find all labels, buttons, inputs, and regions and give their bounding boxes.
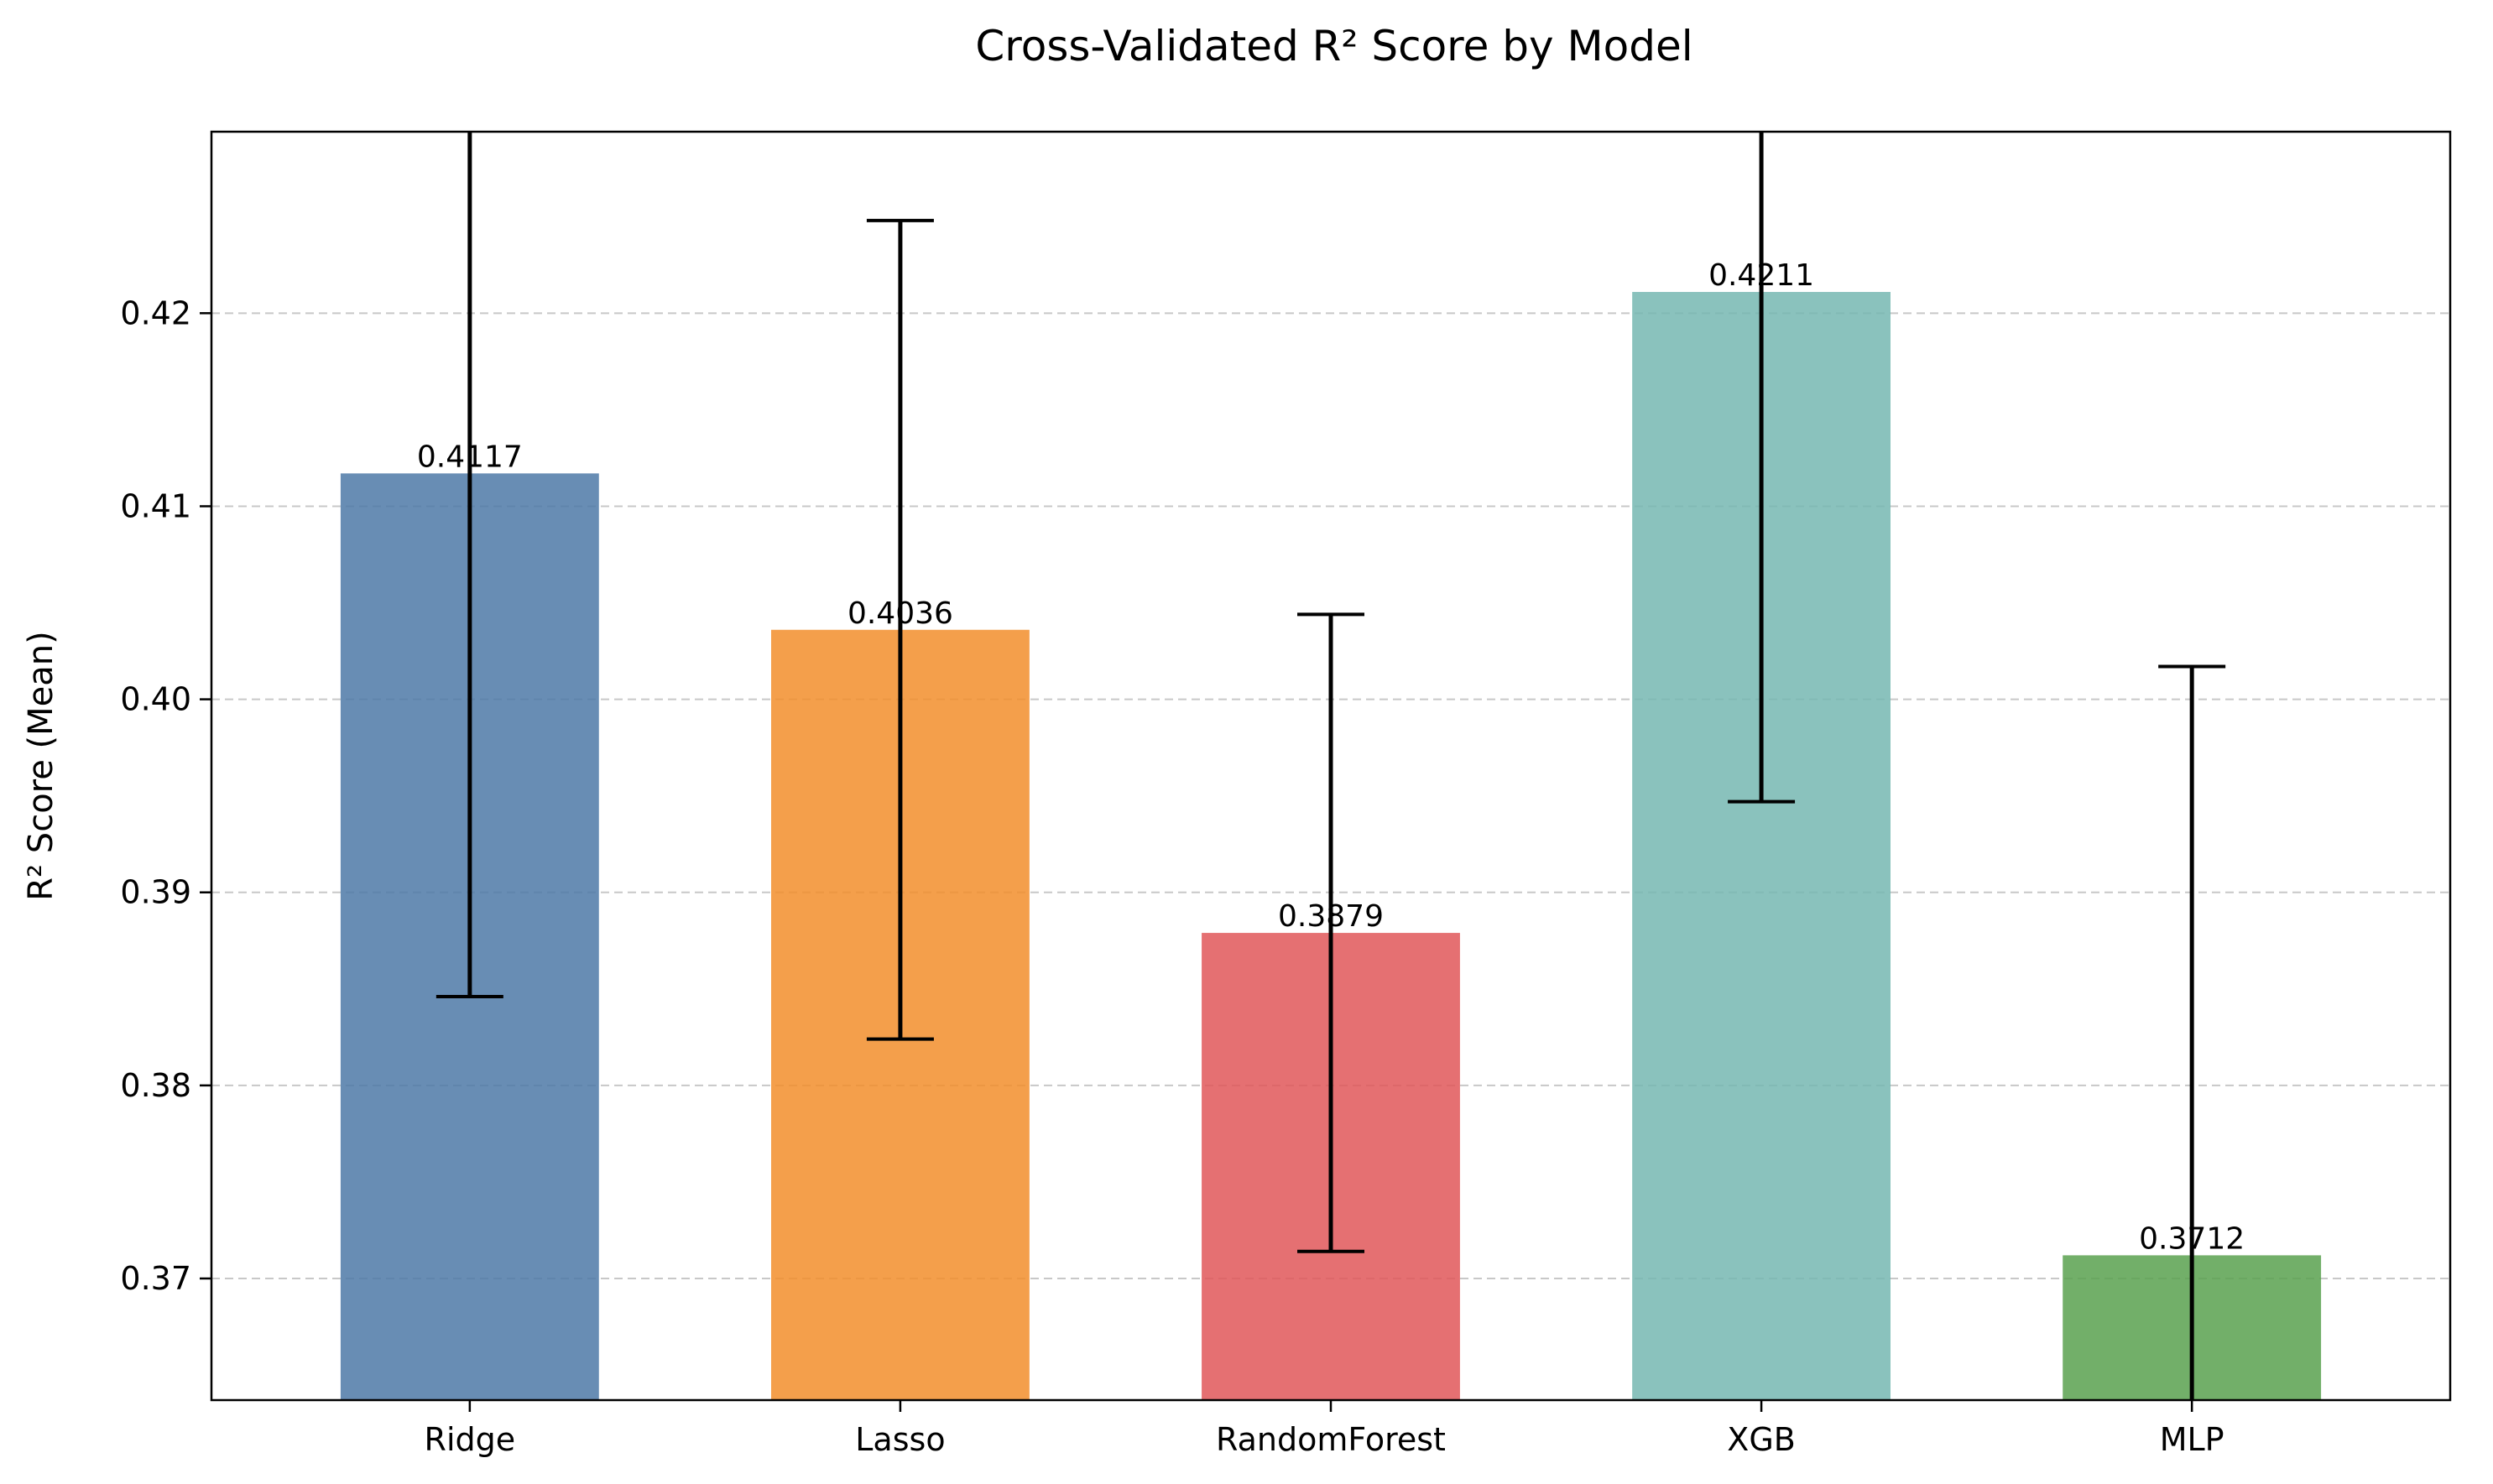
y-tick-label: 0.41: [120, 487, 191, 524]
x-tick-label: MLP: [2160, 1421, 2224, 1458]
y-tick-label: 0.42: [120, 294, 191, 331]
data-label: 0.4036: [848, 596, 953, 631]
y-axis: 0.37 0.38 0.39 0.40 0.41 0.42: [120, 294, 211, 1297]
x-tick-label: Ridge: [425, 1421, 516, 1458]
y-tick-label: 0.37: [120, 1260, 191, 1297]
x-tick-label: RandomForest: [1216, 1421, 1446, 1458]
y-tick-label: 0.39: [120, 874, 191, 911]
data-labels: 0.4117 0.4036 0.3879 0.4211 0.3712: [417, 258, 2245, 1256]
data-label: 0.3879: [1278, 899, 1384, 934]
x-axis: Ridge Lasso RandomForest XGB MLP: [425, 1400, 2224, 1458]
bars: [340, 292, 2322, 1401]
y-tick-label: 0.38: [120, 1067, 191, 1104]
error-bars: [435, 132, 2226, 1400]
data-label: 0.3712: [2139, 1221, 2245, 1256]
x-tick-label: Lasso: [855, 1421, 945, 1458]
x-tick-label: XGB: [1727, 1421, 1796, 1458]
chart-title: Cross-Validated R² Score by Model: [975, 22, 1692, 70]
y-tick-label: 0.40: [120, 681, 191, 718]
data-label: 0.4211: [1708, 258, 1814, 293]
y-axis-title: R² Score (Mean): [22, 631, 60, 900]
data-label: 0.4117: [417, 440, 523, 474]
